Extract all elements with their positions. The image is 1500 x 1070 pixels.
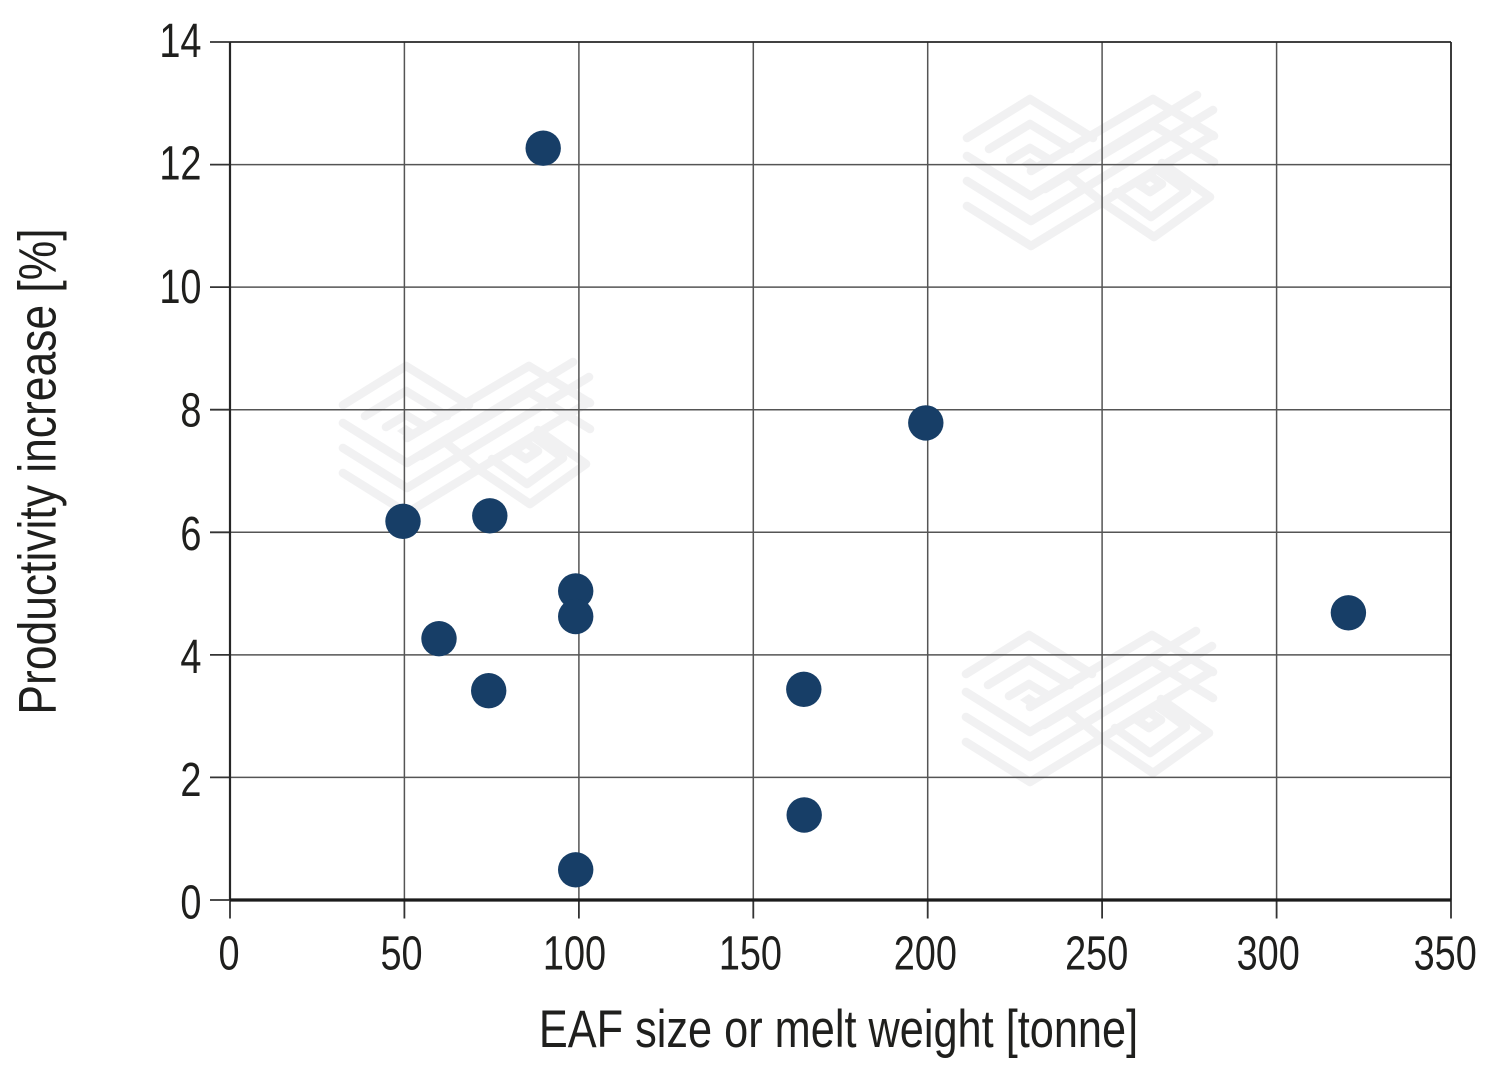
svg-text:50: 50 xyxy=(380,927,422,980)
svg-text:300: 300 xyxy=(1237,927,1300,980)
svg-text:0: 0 xyxy=(218,927,239,980)
svg-text:0: 0 xyxy=(180,876,201,929)
svg-text:10: 10 xyxy=(159,261,201,314)
svg-text:250: 250 xyxy=(1065,927,1128,980)
svg-text:Productivity increase [%]: Productivity increase [%] xyxy=(9,228,67,714)
svg-text:EAF size or melt weight [tonne: EAF size or melt weight [tonne] xyxy=(539,1000,1138,1059)
svg-text:12: 12 xyxy=(159,137,201,190)
svg-text:100: 100 xyxy=(543,927,606,980)
svg-text:6: 6 xyxy=(180,508,201,561)
svg-text:350: 350 xyxy=(1414,927,1477,980)
svg-text:200: 200 xyxy=(894,927,957,980)
svg-text:8: 8 xyxy=(180,384,201,437)
svg-text:150: 150 xyxy=(719,927,782,980)
svg-text:2: 2 xyxy=(180,753,201,806)
svg-text:4: 4 xyxy=(180,631,201,684)
svg-text:14: 14 xyxy=(159,15,201,68)
